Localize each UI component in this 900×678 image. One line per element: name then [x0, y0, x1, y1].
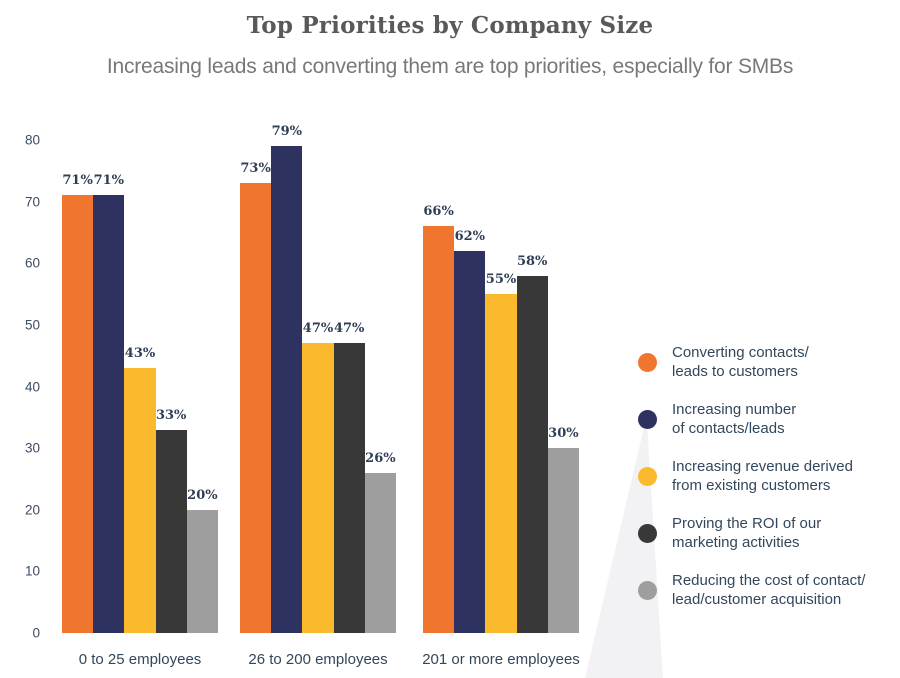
legend-color-dot — [638, 466, 657, 486]
legend-item-increasing-revenue-derived: Increasing revenue derived from existing… — [638, 457, 865, 495]
bar-proving-the-roi — [333, 343, 365, 633]
bar-value-label: 47% — [333, 321, 365, 337]
bar-value-label: 71% — [93, 173, 125, 189]
legend-item-converting-contacts-leads: Converting contacts/ leads to customers — [638, 343, 865, 381]
legend-item-reducing-the-cost: Reducing the cost of contact/ lead/custo… — [638, 571, 865, 609]
y-axis-tick-label: 20 — [24, 502, 40, 518]
bar-value-label: 26% — [365, 450, 396, 466]
x-axis-category-label: 0 to 25 employees — [78, 651, 202, 668]
legend-label: Proving the ROI of our marketing activit… — [672, 515, 822, 551]
bar-converting-contacts-leads — [423, 226, 455, 633]
bar-increasing-revenue-derived — [485, 294, 517, 633]
bar-value-label: 58% — [516, 253, 548, 269]
bar-increasing-number-of — [93, 195, 125, 633]
x-axis-category-label: 201 or more employees — [422, 651, 580, 668]
bar-converting-contacts-leads — [240, 183, 272, 633]
chart-legend: Converting contacts/ leads to customers I… — [638, 343, 865, 609]
bar-increasing-number-of — [271, 146, 303, 633]
y-axis-tick-label: 0 — [32, 625, 40, 641]
y-axis-tick-label: 70 — [24, 194, 40, 210]
bar-value-label: 33% — [155, 407, 187, 423]
bar-increasing-number-of — [454, 250, 486, 633]
bar-value-label: 66% — [423, 204, 454, 220]
bar-proving-the-roi — [155, 429, 187, 633]
bar-value-label: 62% — [454, 228, 486, 244]
bar-value-label: 30% — [548, 426, 579, 442]
y-axis-tick-label: 50 — [24, 317, 40, 333]
legend-item-proving-the-roi: Proving the ROI of our marketing activit… — [638, 514, 865, 552]
chart-title: Top Priorities by Company Size — [246, 12, 654, 39]
bar-increasing-revenue-derived — [124, 368, 156, 633]
chart-subtitle: Increasing leads and converting them are… — [106, 55, 794, 78]
bar-reducing-the-cost — [364, 472, 396, 633]
legend-color-dot — [638, 352, 657, 372]
y-axis-tick-label: 10 — [24, 563, 40, 579]
legend-label: Converting contacts/ leads to customers — [672, 344, 809, 380]
x-axis-category-label: 26 to 200 employees — [248, 651, 388, 668]
bar-value-label: 43% — [124, 346, 156, 362]
legend-label: Increasing revenue derived from existing… — [672, 458, 853, 494]
bar-converting-contacts-leads — [62, 195, 94, 633]
bar-reducing-the-cost — [186, 509, 218, 633]
y-axis-tick-label: 30 — [24, 440, 40, 456]
legend-color-dot — [638, 580, 657, 600]
legend-label: Reducing the cost of contact/ lead/custo… — [672, 572, 866, 608]
legend-color-dot — [638, 523, 657, 543]
bar-increasing-revenue-derived — [302, 343, 334, 633]
y-axis-tick-label: 40 — [24, 379, 40, 394]
legend-item-increasing-number-of: Increasing number of contacts/leads — [638, 400, 865, 438]
bar-value-label: 55% — [485, 272, 517, 288]
y-axis-tick-label: 60 — [24, 255, 40, 271]
bar-proving-the-roi — [516, 275, 548, 633]
legend-color-dot — [638, 409, 657, 429]
y-axis-tick-label: 80 — [24, 132, 40, 148]
bar-value-label: 47% — [302, 321, 334, 337]
bar-value-label: 73% — [240, 161, 271, 177]
legend-label: Increasing number of contacts/leads — [672, 401, 797, 437]
bar-value-label: 71% — [62, 173, 93, 189]
bar-value-label: 20% — [187, 487, 218, 503]
bar-value-label: 79% — [271, 124, 303, 140]
bar-reducing-the-cost — [547, 448, 579, 633]
